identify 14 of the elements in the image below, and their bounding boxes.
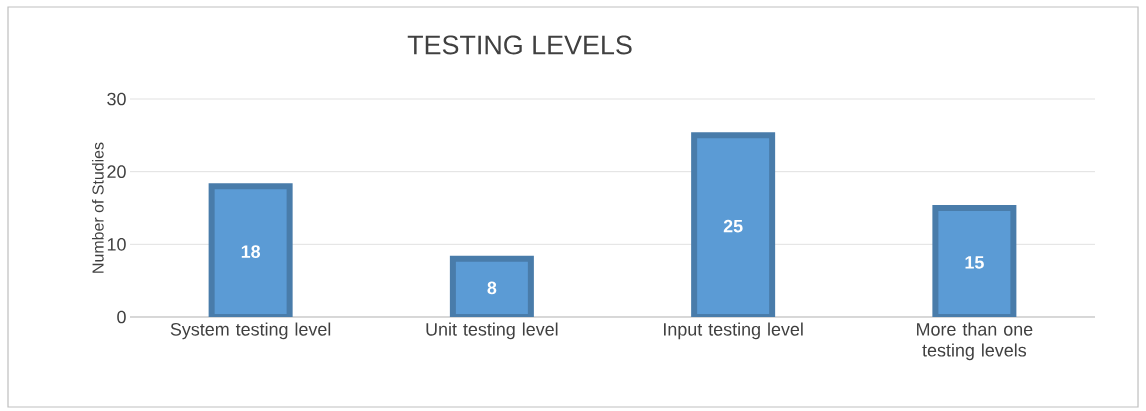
data-label: 8 [487,281,497,295]
data-label: 15 [965,256,984,269]
data-label: 25 [723,219,743,233]
data-label: 18 [241,245,261,258]
y-tick-label: 20 [107,165,126,179]
chart-title: TESTING LEVELS [407,35,632,55]
x-tick-label: System testing level [170,322,331,340]
y-tick-label: 30 [107,92,126,106]
x-tick-label: Unit testing level [426,322,558,340]
x-tick-label: More than one testing levels [917,322,1033,361]
y-tick-label: 10 [107,237,126,251]
x-tick-label: Input testing level [664,322,803,340]
y-tick-label: 0 [117,310,126,324]
y-axis-title: Number of Studies [91,142,104,273]
